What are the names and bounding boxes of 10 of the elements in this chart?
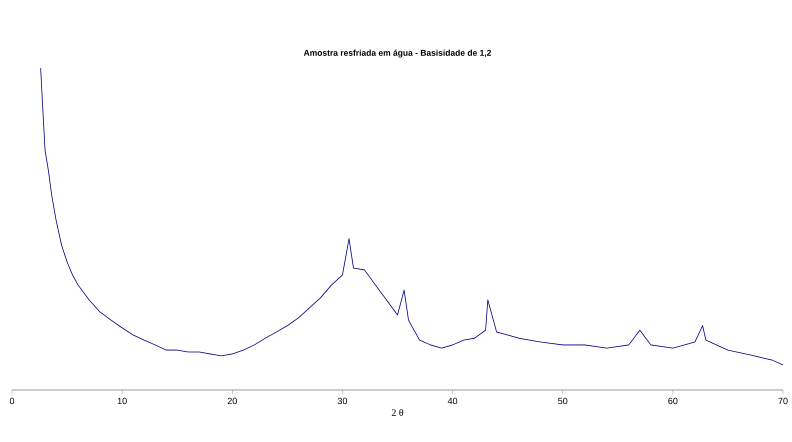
x-axis-title: 2 θ bbox=[392, 408, 404, 416]
chart-title: Amostra resfriada em água - Basisidade de 1,2 bbox=[304, 50, 492, 58]
x-tick-label: 30 bbox=[338, 398, 348, 404]
x-tick-label: 10 bbox=[118, 398, 127, 404]
x-tick-label: 0 bbox=[10, 398, 14, 404]
x-tick-label: 70 bbox=[778, 398, 788, 404]
x-tick-label: 40 bbox=[448, 398, 458, 404]
x-tick-label: 50 bbox=[558, 398, 568, 404]
x-tick-label: 20 bbox=[228, 398, 237, 404]
x-tick-label: 60 bbox=[668, 398, 678, 404]
